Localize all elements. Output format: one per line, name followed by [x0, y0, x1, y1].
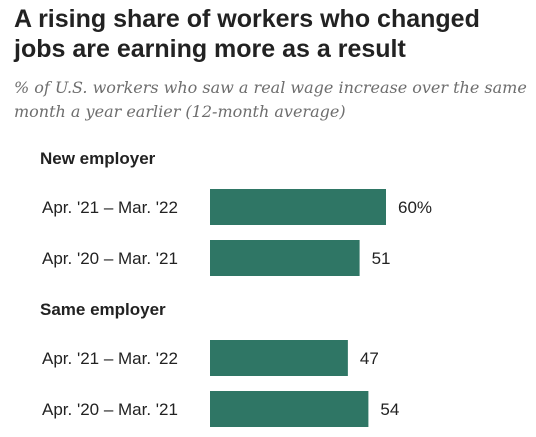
category-label: Apr. '20 – Mar. '21 — [42, 249, 178, 268]
data-label: 60% — [398, 198, 432, 217]
group-label: New employer — [40, 149, 156, 168]
bar — [210, 189, 386, 225]
category-label: Apr. '21 – Mar. '22 — [42, 198, 178, 217]
data-label: 47 — [360, 349, 379, 368]
data-label: 54 — [380, 400, 399, 419]
bar — [210, 391, 369, 427]
category-label: Apr. '20 – Mar. '21 — [42, 400, 178, 419]
category-label: Apr. '21 – Mar. '22 — [42, 349, 178, 368]
chart-title: A rising share of workers who changed jo… — [14, 5, 480, 63]
bar — [210, 240, 360, 276]
data-label: 51 — [372, 249, 391, 268]
bar — [210, 340, 348, 376]
chart-subtitle: % of U.S. workers who saw a real wage in… — [14, 78, 527, 121]
group-label: Same employer — [40, 300, 166, 319]
